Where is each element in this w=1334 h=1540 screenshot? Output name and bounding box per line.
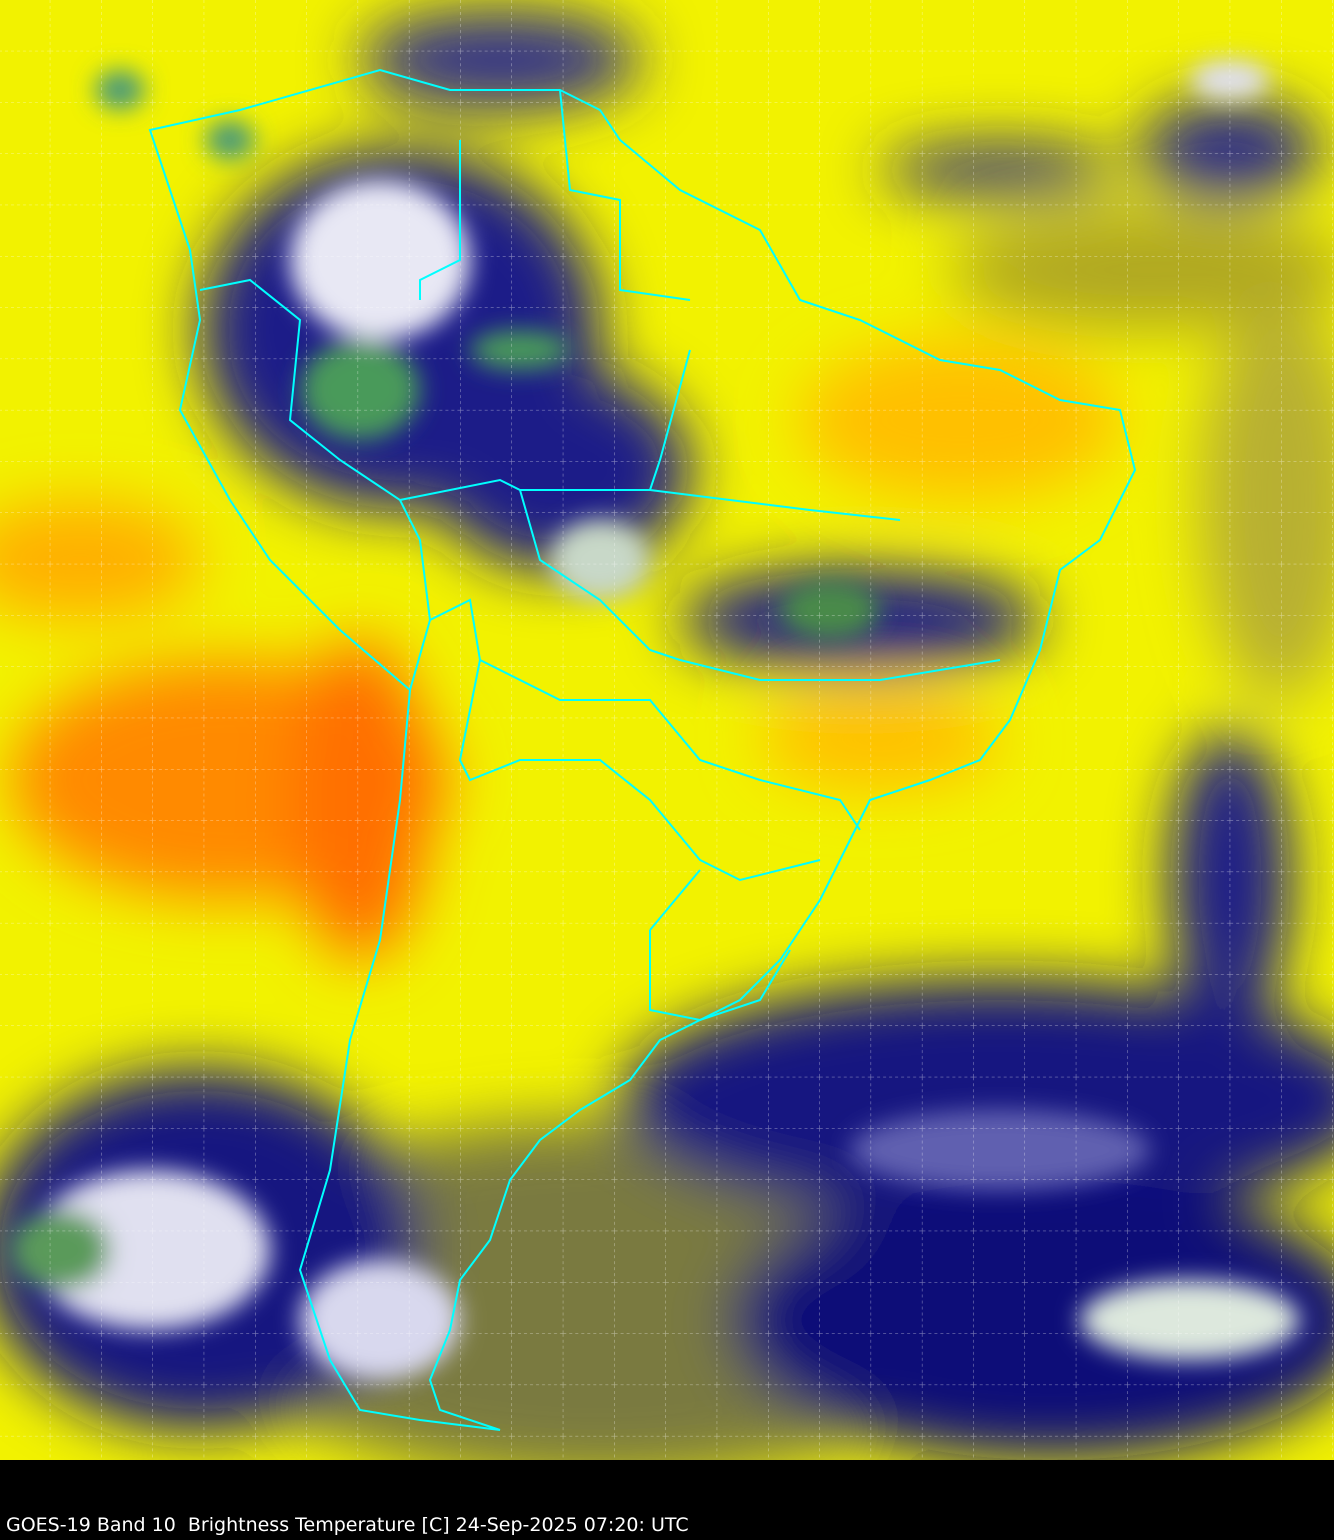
graticule-grid: [0, 0, 1334, 1460]
satellite-map: [0, 0, 1334, 1460]
internal-borders: [199, 89, 1001, 1022]
image-caption: GOES-19 Band 10 Brightness Temperature […: [6, 1514, 689, 1536]
country-borders: [148, 68, 1137, 1431]
